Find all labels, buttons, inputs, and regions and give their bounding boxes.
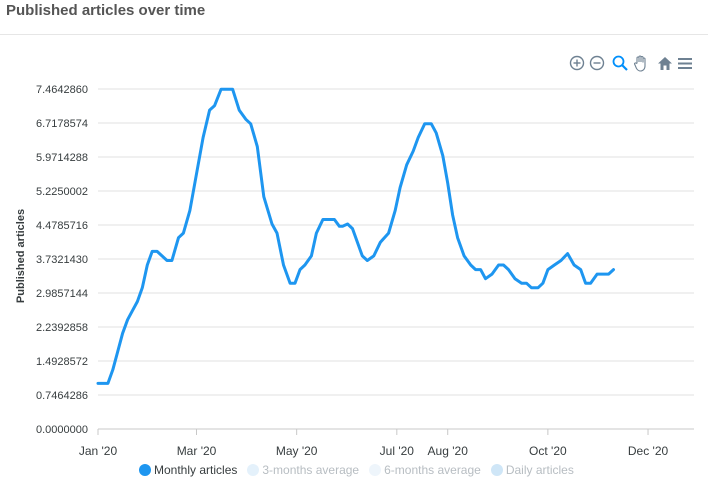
legend-marker-3-months	[247, 464, 260, 476]
title-divider	[0, 34, 708, 35]
series-line-monthly-articles[interactable]	[96, 87, 615, 385]
y-tick-label: 0.7464286	[36, 390, 88, 402]
x-axis-ticks: Jan '20 Mar '20 May '20 Jul '20 Aug '20 Oct '…	[79, 428, 694, 458]
zoom-out-icon[interactable]	[588, 54, 606, 72]
y-axis-ticks: 0.0000000 0.7464286 1.4928572 2.2392858 2.98…	[36, 84, 88, 436]
y-tick-label: 0.0000000	[36, 424, 88, 436]
page-title: Published articles over time	[6, 2, 206, 19]
pan-hand-icon[interactable]	[632, 54, 650, 72]
x-tick-label: Dec '20	[628, 444, 669, 458]
y-tick-label: 6.7178574	[36, 118, 88, 130]
menu-icon[interactable]	[676, 54, 694, 72]
x-tick-label: Mar '20	[177, 444, 217, 458]
zoom-in-icon[interactable]	[568, 54, 586, 72]
x-tick-label: May '20	[276, 444, 318, 458]
y-tick-label: 5.2250002	[36, 186, 88, 198]
legend-label: Monthly articles	[154, 463, 238, 477]
legend-item-3-months[interactable]: 3-months average	[247, 463, 359, 477]
y-tick-label: 1.4928572	[36, 356, 88, 368]
y-axis-title: Published articles	[15, 209, 27, 303]
legend-label: 3-months average	[262, 463, 360, 477]
chart-toolbar	[566, 54, 702, 72]
legend-marker-monthly	[139, 464, 151, 476]
legend: Monthly articles 3-months average 6-mont…	[139, 462, 584, 478]
x-tick-label: Aug '20	[428, 444, 469, 458]
legend-label: Daily articles	[505, 463, 574, 477]
legend-item-6-months[interactable]: 6-months average	[369, 463, 481, 477]
legend-marker-daily	[490, 464, 503, 476]
legend-item-monthly[interactable]: Monthly articles	[139, 463, 237, 477]
y-tick-label: 4.4785716	[36, 220, 88, 232]
x-tick-label: Jan '20	[79, 444, 118, 458]
legend-marker-6-months	[369, 464, 382, 476]
grid-lines	[98, 88, 694, 430]
legend-label: 6-months average	[384, 463, 481, 477]
home-reset-icon[interactable]	[656, 54, 674, 72]
y-tick-label: 2.9857144	[36, 288, 88, 300]
y-tick-label: 7.4642860	[36, 84, 88, 96]
x-tick-label: Oct '20	[529, 444, 567, 458]
y-tick-label: 3.7321430	[36, 254, 88, 266]
y-tick-label: 5.9714288	[36, 152, 88, 164]
x-tick-label: Jul '20	[380, 444, 415, 458]
legend-item-daily[interactable]: Daily articles	[490, 463, 574, 477]
series-layer	[96, 87, 615, 385]
y-tick-label: 2.2392858	[36, 322, 88, 334]
selection-zoom-icon[interactable]	[611, 54, 629, 72]
